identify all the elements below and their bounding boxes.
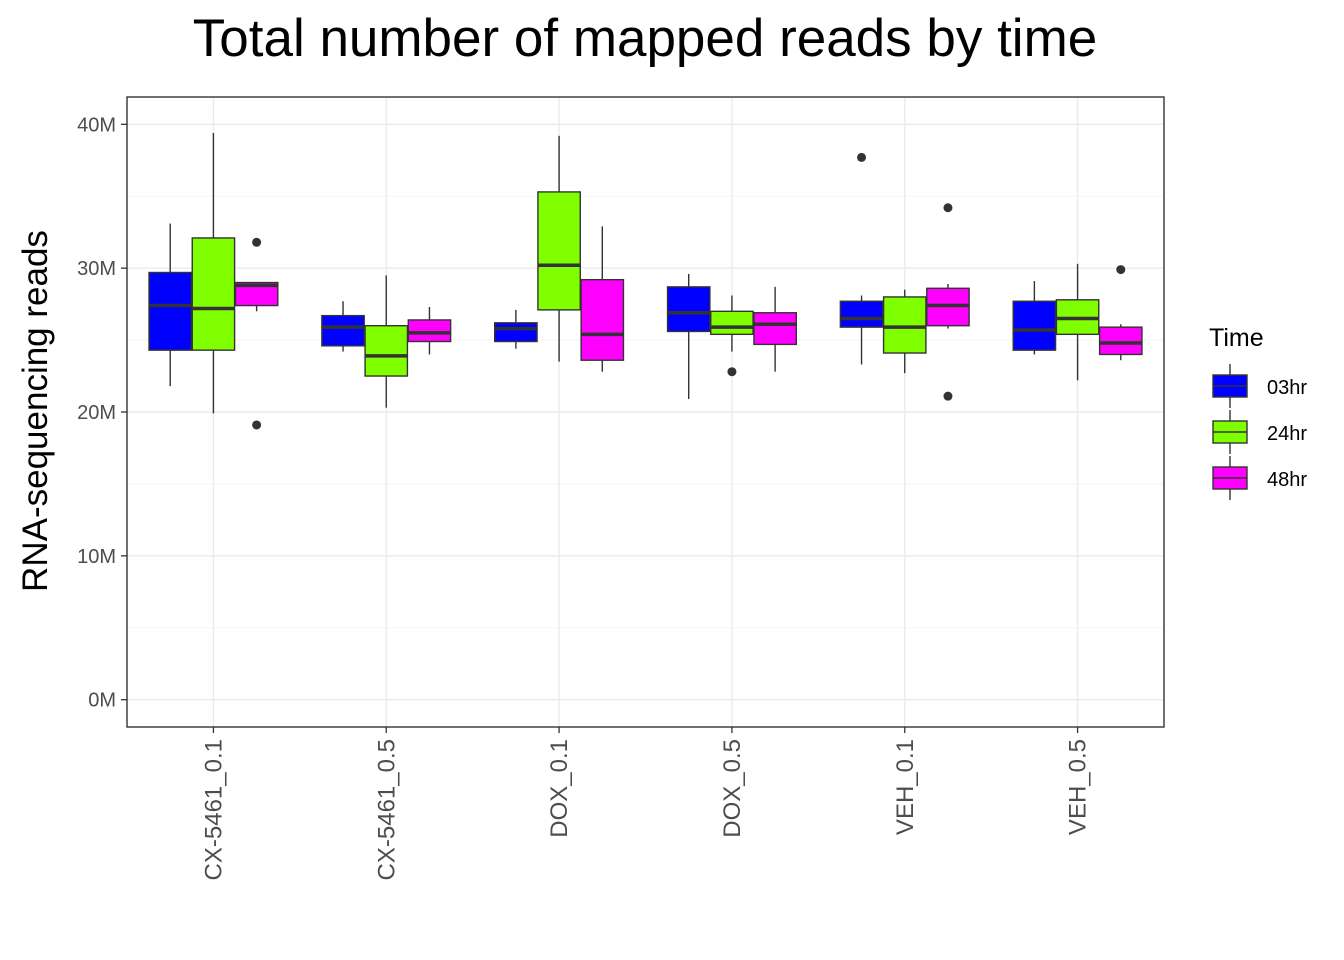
box-48hr-CX-5461_0.1 — [234, 237, 279, 430]
box-iqr — [191, 237, 236, 351]
x-axis: CX-5461_0.1 CX-5461_0.5 DOX_0.1 DOX_0.5 VEH_… — [200, 727, 1092, 880]
legend-key-24hr — [1212, 410, 1248, 454]
box-iqr — [1012, 300, 1057, 351]
outlier-point — [727, 367, 737, 377]
box-iqr — [580, 278, 625, 361]
box-48hr-DOX_0.5 — [753, 286, 797, 372]
legend: Time 03hr 24hr 48hr — [1209, 324, 1307, 500]
box-iqr — [882, 296, 927, 354]
box-03hr-VEH_0.5 — [1012, 281, 1057, 355]
outlier-point — [1116, 265, 1126, 275]
box-24hr-DOX_0.5 — [710, 295, 754, 377]
y-tick-label: 30M — [77, 258, 116, 280]
outlier-point — [857, 152, 867, 162]
y-tick-label: 20M — [77, 402, 116, 424]
box-48hr-VEH_0.5 — [1098, 265, 1143, 361]
box-iqr — [710, 310, 754, 336]
x-tick-label: DOX_0.1 — [546, 739, 573, 838]
box-24hr-DOX_0.1 — [537, 135, 581, 362]
legend-label: 24hr — [1267, 423, 1307, 445]
box-03hr-DOX_0.5 — [666, 273, 711, 400]
box-iqr — [839, 300, 884, 328]
x-tick-label: CX-5461_0.5 — [373, 739, 400, 880]
y-tick-label: 40M — [77, 114, 116, 136]
box-48hr-VEH_0.1 — [926, 203, 970, 401]
box-24hr-CX-5461_0.5 — [364, 275, 409, 408]
box-iqr — [321, 314, 365, 347]
legend-title: Time — [1209, 324, 1264, 352]
box-24hr-VEH_0.5 — [1055, 263, 1100, 381]
y-axis-label: RNA-sequencing reads — [16, 230, 55, 592]
box-03hr-VEH_0.1 — [839, 152, 884, 365]
x-tick-label: VEH_0.5 — [1065, 739, 1092, 835]
box-24hr-CX-5461_0.1 — [191, 132, 236, 414]
box-iqr — [537, 191, 581, 311]
y-tick-label: 10M — [77, 546, 116, 568]
legend-label: 03hr — [1267, 377, 1307, 399]
box-iqr — [364, 324, 409, 377]
y-tick-label: 0M — [88, 690, 116, 712]
box-series — [148, 132, 1143, 430]
box-iqr — [753, 312, 797, 346]
chart-title: Total number of mapped reads by time — [193, 9, 1097, 68]
box-iqr — [1098, 326, 1143, 356]
y-axis: 0M 10M 20M 30M 40M — [77, 114, 127, 712]
outlier-point — [252, 420, 262, 430]
box-48hr-CX-5461_0.5 — [407, 307, 452, 355]
outlier-point — [252, 237, 262, 247]
legend-key-48hr — [1212, 456, 1248, 500]
legend-label: 48hr — [1267, 469, 1307, 491]
outlier-point — [943, 391, 953, 401]
box-03hr-CX-5461_0.1 — [148, 223, 193, 387]
box-iqr — [494, 322, 538, 343]
box-iqr — [666, 286, 711, 333]
box-iqr — [234, 281, 279, 307]
box-03hr-CX-5461_0.5 — [321, 301, 365, 352]
grid-lines — [127, 97, 1164, 727]
x-tick-label: DOX_0.5 — [719, 739, 746, 838]
outlier-point — [943, 203, 953, 213]
legend-key-03hr — [1212, 364, 1248, 408]
x-tick-label: CX-5461_0.1 — [200, 739, 227, 880]
box-24hr-VEH_0.1 — [882, 289, 927, 374]
box-03hr-DOX_0.1 — [494, 309, 538, 349]
box-iqr — [407, 319, 452, 343]
x-tick-label: VEH_0.1 — [892, 739, 919, 835]
box-iqr — [148, 271, 193, 351]
box-48hr-DOX_0.1 — [580, 226, 625, 372]
